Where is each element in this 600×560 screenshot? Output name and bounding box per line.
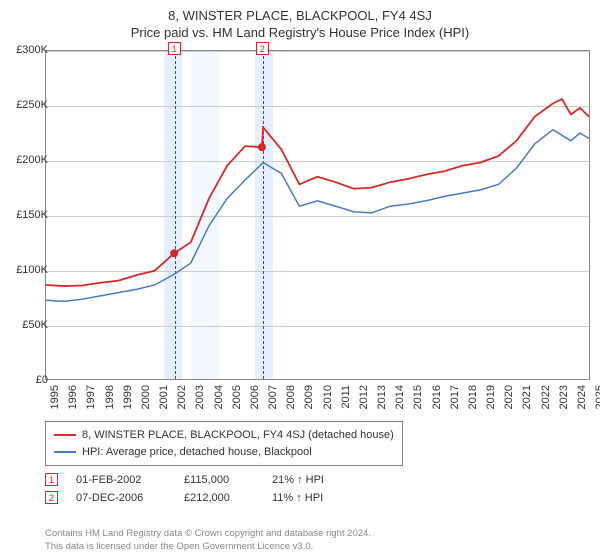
y-axis-label: £50K	[8, 319, 48, 331]
transaction-marker: 2	[45, 491, 58, 504]
legend-label: HPI: Average price, detached house, Blac…	[82, 444, 312, 461]
legend-swatch	[54, 434, 76, 436]
chart-container: 8, WINSTER PLACE, BLACKPOOL, FY4 4SJ Pri…	[0, 0, 600, 560]
x-axis-label: 1996	[67, 385, 79, 415]
x-axis-label: 2013	[376, 385, 388, 415]
x-axis-label: 2021	[521, 385, 533, 415]
x-axis-label: 2006	[249, 385, 261, 415]
legend-item: HPI: Average price, detached house, Blac…	[54, 444, 394, 461]
legend-item: 8, WINSTER PLACE, BLACKPOOL, FY4 4SJ (de…	[54, 427, 394, 444]
series-marker	[170, 249, 178, 257]
y-axis-label: £0	[8, 374, 48, 386]
footer-line-1: Contains HM Land Registry data © Crown c…	[45, 528, 371, 541]
x-axis-label: 2024	[576, 385, 588, 415]
x-axis-label: 2009	[303, 385, 315, 415]
x-axis-label: 2007	[267, 385, 279, 415]
transaction-pct: 11% ↑ HPI	[272, 492, 352, 504]
legend-swatch	[54, 451, 76, 453]
x-axis-label: 2010	[322, 385, 334, 415]
x-axis-label: 1995	[49, 385, 61, 415]
y-axis-label: £100K	[8, 264, 48, 276]
legend: 8, WINSTER PLACE, BLACKPOOL, FY4 4SJ (de…	[45, 421, 403, 466]
transaction-price: £115,000	[184, 474, 254, 486]
x-axis-label: 1998	[104, 385, 116, 415]
footer-attribution: Contains HM Land Registry data © Crown c…	[45, 528, 371, 554]
x-axis-label: 2023	[558, 385, 570, 415]
transaction-marker-box: 1	[168, 42, 181, 55]
x-axis-label: 2011	[340, 385, 352, 415]
x-axis-label: 2002	[176, 385, 188, 415]
transaction-price: £212,000	[184, 492, 254, 504]
legend-label: 8, WINSTER PLACE, BLACKPOOL, FY4 4SJ (de…	[82, 427, 394, 444]
y-axis-label: £300K	[8, 44, 48, 56]
x-axis-label: 2005	[231, 385, 243, 415]
x-axis-label: 2025	[594, 385, 600, 415]
x-axis-label: 2022	[540, 385, 552, 415]
series-line-hpi	[46, 130, 589, 302]
x-axis-label: 2016	[431, 385, 443, 415]
chart-title: 8, WINSTER PLACE, BLACKPOOL, FY4 4SJ	[0, 0, 600, 23]
transaction-table: 1 01-FEB-2002 £115,000 21% ↑ HPI 2 07-DEC-200…	[45, 468, 352, 509]
chart-subtitle: Price paid vs. HM Land Registry's House …	[0, 23, 600, 40]
series-line-property	[46, 99, 589, 286]
x-axis-label: 2017	[449, 385, 461, 415]
series-marker	[258, 143, 266, 151]
x-axis-label: 2015	[412, 385, 424, 415]
transaction-marker-box: 2	[256, 42, 269, 55]
transaction-date: 07-DEC-2006	[76, 492, 166, 504]
y-axis-label: £200K	[8, 154, 48, 166]
transaction-row: 1 01-FEB-2002 £115,000 21% ↑ HPI	[45, 473, 352, 486]
y-axis-label: £150K	[8, 209, 48, 221]
transaction-marker: 1	[45, 473, 58, 486]
plot-area	[45, 50, 590, 380]
transaction-row: 2 07-DEC-2006 £212,000 11% ↑ HPI	[45, 491, 352, 504]
x-axis-label: 2020	[503, 385, 515, 415]
x-axis-label: 2000	[140, 385, 152, 415]
footer-line-2: This data is licensed under the Open Gov…	[45, 541, 371, 554]
x-axis-label: 1999	[122, 385, 134, 415]
chart-svg	[46, 51, 589, 379]
x-axis-label: 2003	[194, 385, 206, 415]
x-axis-label: 2014	[394, 385, 406, 415]
x-axis-label: 2008	[285, 385, 297, 415]
x-axis-label: 2018	[467, 385, 479, 415]
x-axis-label: 2001	[158, 385, 170, 415]
transaction-pct: 21% ↑ HPI	[272, 474, 352, 486]
x-axis-label: 2004	[213, 385, 225, 415]
y-axis-label: £250K	[8, 99, 48, 111]
x-axis-label: 1997	[85, 385, 97, 415]
transaction-date: 01-FEB-2002	[76, 474, 166, 486]
x-axis-label: 2012	[358, 385, 370, 415]
x-axis-label: 2019	[485, 385, 497, 415]
